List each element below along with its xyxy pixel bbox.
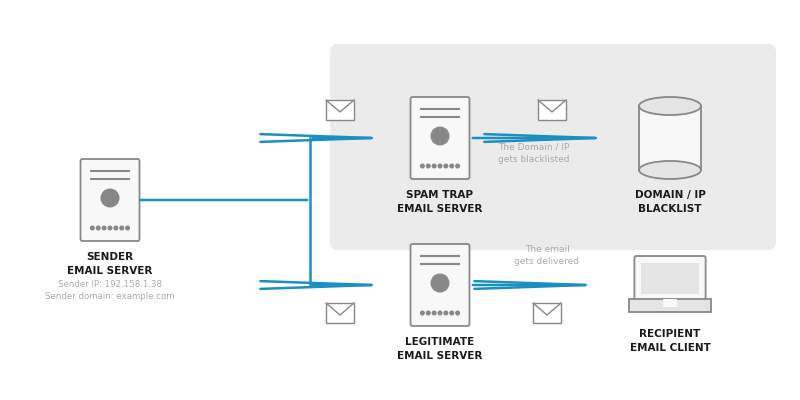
Circle shape bbox=[450, 311, 454, 315]
Circle shape bbox=[456, 164, 459, 168]
Text: LEGITIMATE
EMAIL SERVER: LEGITIMATE EMAIL SERVER bbox=[398, 337, 482, 361]
Text: SPAM TRAP
EMAIL SERVER: SPAM TRAP EMAIL SERVER bbox=[398, 190, 482, 214]
Circle shape bbox=[421, 164, 424, 168]
Circle shape bbox=[120, 226, 123, 230]
FancyBboxPatch shape bbox=[642, 263, 698, 294]
FancyBboxPatch shape bbox=[538, 100, 566, 120]
Circle shape bbox=[432, 164, 436, 168]
Circle shape bbox=[426, 311, 430, 315]
Circle shape bbox=[431, 274, 449, 292]
Circle shape bbox=[421, 311, 424, 315]
Text: RECIPIENT
EMAIL CLIENT: RECIPIENT EMAIL CLIENT bbox=[630, 329, 710, 353]
FancyBboxPatch shape bbox=[326, 303, 354, 323]
FancyBboxPatch shape bbox=[410, 97, 470, 179]
FancyBboxPatch shape bbox=[330, 44, 776, 250]
FancyBboxPatch shape bbox=[81, 159, 139, 241]
Circle shape bbox=[126, 226, 130, 230]
Circle shape bbox=[438, 311, 442, 315]
Text: The email
gets delivered: The email gets delivered bbox=[514, 245, 579, 266]
Text: SENDER
EMAIL SERVER: SENDER EMAIL SERVER bbox=[67, 252, 153, 276]
Circle shape bbox=[426, 164, 430, 168]
Circle shape bbox=[432, 311, 436, 315]
Circle shape bbox=[456, 311, 459, 315]
FancyBboxPatch shape bbox=[410, 244, 470, 326]
Circle shape bbox=[108, 226, 112, 230]
Circle shape bbox=[90, 226, 94, 230]
FancyBboxPatch shape bbox=[326, 100, 354, 120]
Circle shape bbox=[450, 164, 454, 168]
Circle shape bbox=[431, 127, 449, 145]
Circle shape bbox=[102, 226, 106, 230]
Text: Sender IP: 192.158.1.38
Sender domain: example.com: Sender IP: 192.158.1.38 Sender domain: e… bbox=[45, 280, 175, 301]
Ellipse shape bbox=[639, 161, 701, 179]
Polygon shape bbox=[662, 299, 678, 307]
Polygon shape bbox=[639, 106, 701, 170]
Polygon shape bbox=[629, 299, 711, 312]
FancyBboxPatch shape bbox=[533, 303, 561, 323]
Text: The Domain / IP
gets blacklisted: The Domain / IP gets blacklisted bbox=[498, 143, 570, 164]
Text: DOMAIN / IP
BLACKLIST: DOMAIN / IP BLACKLIST bbox=[634, 190, 706, 214]
Circle shape bbox=[444, 311, 448, 315]
Circle shape bbox=[444, 164, 448, 168]
Circle shape bbox=[97, 226, 100, 230]
Circle shape bbox=[438, 164, 442, 168]
FancyBboxPatch shape bbox=[634, 256, 706, 301]
Ellipse shape bbox=[639, 97, 701, 115]
Circle shape bbox=[114, 226, 118, 230]
Circle shape bbox=[101, 189, 118, 207]
